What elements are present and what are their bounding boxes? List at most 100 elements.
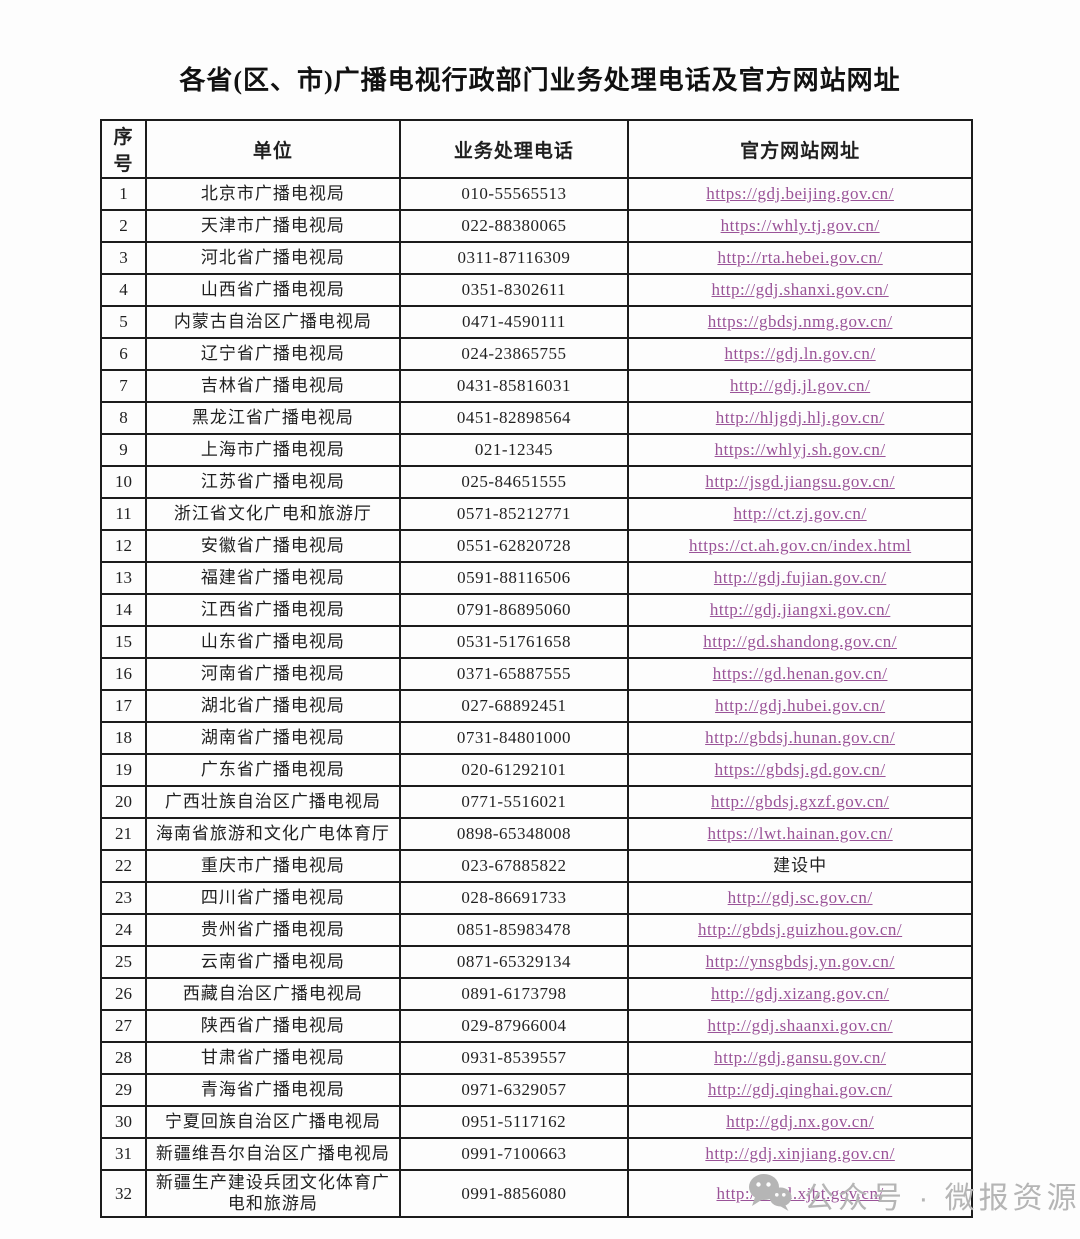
row-index: 18 bbox=[99, 721, 148, 755]
row-index: 32 bbox=[99, 1169, 148, 1218]
website-cell: https://gdj.beijing.gov.cn/ bbox=[627, 177, 973, 211]
row-index: 20 bbox=[99, 785, 148, 819]
row-index: 1 bbox=[99, 177, 148, 211]
website-cell: https://whly.tj.gov.cn/ bbox=[627, 209, 973, 243]
website-link[interactable]: http://gdj.jiangxi.gov.cn/ bbox=[709, 600, 891, 620]
website-link[interactable]: http://gbdsj.hunan.gov.cn/ bbox=[705, 728, 896, 748]
table-row: 1 北京市广播电视局 010-55565513 https://gdj.beijing… bbox=[99, 177, 973, 211]
website-cell: http://gbdsj.hunan.gov.cn/ bbox=[627, 721, 973, 755]
header-unit: 单位 bbox=[145, 119, 401, 179]
row-index: 4 bbox=[99, 273, 148, 307]
website-cell: http://gdj.qinghai.gov.cn/ bbox=[627, 1073, 973, 1107]
unit-name: 甘肃省广播电视局 bbox=[145, 1041, 401, 1075]
website-link[interactable]: http://gdj.sc.gov.cn/ bbox=[727, 888, 873, 908]
row-index: 27 bbox=[99, 1009, 148, 1043]
website-link[interactable]: http://gbdsj.gxzf.gov.cn/ bbox=[711, 792, 890, 812]
unit-name: 湖北省广播电视局 bbox=[145, 689, 401, 723]
website-link[interactable]: http://gbdsj.guizhou.gov.cn/ bbox=[698, 920, 903, 940]
row-index: 10 bbox=[99, 465, 148, 499]
business-phone: 0311-87116309 bbox=[398, 241, 630, 275]
website-link[interactable]: https://gbdsj.gd.gov.cn/ bbox=[714, 760, 886, 780]
website-link[interactable]: https://whlyj.sh.gov.cn/ bbox=[714, 440, 886, 460]
table-row: 11 浙江省文化广电和旅游厅 0571-85212771 http://ct.zj.g… bbox=[99, 497, 973, 531]
business-phone: 0951-5117162 bbox=[398, 1105, 630, 1139]
website-link[interactable]: http://gdj.shaanxi.gov.cn/ bbox=[707, 1016, 893, 1036]
website-cell: https://whlyj.sh.gov.cn/ bbox=[627, 433, 973, 467]
website-link[interactable]: http://gdj.hubei.gov.cn/ bbox=[715, 696, 886, 716]
table-row: 25 云南省广播电视局 0871-65329134 http://ynsgbdsj.y… bbox=[99, 945, 973, 979]
website-cell: http://gdj.fujian.gov.cn/ bbox=[627, 561, 973, 595]
website-link[interactable]: http://gdj.fujian.gov.cn/ bbox=[713, 568, 887, 588]
business-phone: 0851-85983478 bbox=[398, 913, 630, 947]
website-link[interactable]: http://wtgl.xjbt.gov.cn/ bbox=[716, 1183, 884, 1203]
website-cell: http://gdj.nx.gov.cn/ bbox=[627, 1105, 973, 1139]
unit-name: 青海省广播电视局 bbox=[145, 1073, 401, 1107]
business-phone: 0898-65348008 bbox=[398, 817, 630, 851]
unit-name: 西藏自治区广播电视局 bbox=[145, 977, 401, 1011]
website-link[interactable]: http://ynsgbdsj.yn.gov.cn/ bbox=[705, 952, 895, 972]
unit-name: 新疆生产建设兵团文化体育广电和旅游局 bbox=[145, 1169, 401, 1218]
table-row: 5 内蒙古自治区广播电视局 0471-4590111 https://gbdsj.nm… bbox=[99, 305, 973, 339]
website-link[interactable]: http://hljgdj.hlj.gov.cn/ bbox=[715, 408, 885, 428]
table-row: 12 安徽省广播电视局 0551-62820728 https://ct.ah.gov… bbox=[99, 529, 973, 563]
business-phone: 025-84651555 bbox=[398, 465, 630, 499]
website-link[interactable]: http://gdj.nx.gov.cn/ bbox=[726, 1112, 874, 1132]
website-link[interactable]: http://rta.hebei.gov.cn/ bbox=[717, 248, 883, 268]
business-phone: 028-86691733 bbox=[398, 881, 630, 915]
row-index: 11 bbox=[99, 497, 148, 531]
website-link[interactable]: http://gdj.gansu.gov.cn/ bbox=[714, 1048, 887, 1068]
business-phone: 027-68892451 bbox=[398, 689, 630, 723]
row-index: 28 bbox=[99, 1041, 148, 1075]
directory-table: 序号 单位 业务处理电话 官方网站网址 1 北京市广播电视局 010-5556551… bbox=[99, 119, 973, 1218]
row-index: 15 bbox=[99, 625, 148, 659]
table-row: 21 海南省旅游和文化广电体育厅 0898-65348008 https://lwt.… bbox=[99, 817, 973, 851]
website-link[interactable]: http://gd.shandong.gov.cn/ bbox=[703, 632, 897, 652]
website-cell: https://gbdsj.gd.gov.cn/ bbox=[627, 753, 973, 787]
website-cell: http://gdj.jiangxi.gov.cn/ bbox=[627, 593, 973, 627]
website-link[interactable]: http://gdj.xizang.gov.cn/ bbox=[711, 984, 890, 1004]
table-row: 29 青海省广播电视局 0971-6329057 http://gdj.qinghai… bbox=[99, 1073, 973, 1107]
row-index: 31 bbox=[99, 1137, 148, 1171]
business-phone: 0591-88116506 bbox=[398, 561, 630, 595]
unit-name: 贵州省广播电视局 bbox=[145, 913, 401, 947]
row-index: 7 bbox=[99, 369, 148, 403]
website-link[interactable]: http://jsgd.jiangsu.gov.cn/ bbox=[705, 472, 895, 492]
website-link[interactable]: http://gdj.jl.gov.cn/ bbox=[729, 376, 871, 396]
table-row: 27 陕西省广播电视局 029-87966004 http://gdj.shaanxi… bbox=[99, 1009, 973, 1043]
website-cell: http://gdj.gansu.gov.cn/ bbox=[627, 1041, 973, 1075]
unit-name: 河南省广播电视局 bbox=[145, 657, 401, 691]
unit-name: 宁夏回族自治区广播电视局 bbox=[145, 1105, 401, 1139]
table-row: 22 重庆市广播电视局 023-67885822 建设中 bbox=[99, 849, 973, 883]
website-link[interactable]: https://whly.tj.gov.cn/ bbox=[720, 216, 880, 236]
website-link[interactable]: https://ct.ah.gov.cn/index.html bbox=[689, 536, 912, 556]
website-cell: http://gbdsj.guizhou.gov.cn/ bbox=[627, 913, 973, 947]
website-cell: http://hljgdj.hlj.gov.cn/ bbox=[627, 401, 973, 435]
unit-name: 广西壮族自治区广播电视局 bbox=[145, 785, 401, 819]
business-phone: 029-87966004 bbox=[398, 1009, 630, 1043]
business-phone: 0571-85212771 bbox=[398, 497, 630, 531]
unit-name: 湖南省广播电视局 bbox=[145, 721, 401, 755]
website-link[interactable]: https://lwt.hainan.gov.cn/ bbox=[707, 824, 893, 844]
website-link[interactable]: https://gd.henan.gov.cn/ bbox=[712, 664, 888, 684]
website-cell: https://gd.henan.gov.cn/ bbox=[627, 657, 973, 691]
website-cell: https://gdj.ln.gov.cn/ bbox=[627, 337, 973, 371]
table-row: 4 山西省广播电视局 0351-8302611 http://gdj.shanxi.g… bbox=[99, 273, 973, 307]
table-row: 28 甘肃省广播电视局 0931-8539557 http://gdj.gansu.g… bbox=[99, 1041, 973, 1075]
website-link[interactable]: http://ct.zj.gov.cn/ bbox=[733, 504, 867, 524]
business-phone: 0451-82898564 bbox=[398, 401, 630, 435]
table-row: 16 河南省广播电视局 0371-65887555 https://gd.henan.… bbox=[99, 657, 973, 691]
website-link[interactable]: https://gdj.ln.gov.cn/ bbox=[724, 344, 876, 364]
unit-name: 重庆市广播电视局 bbox=[145, 849, 401, 883]
table-row: 32 新疆生产建设兵团文化体育广电和旅游局 0991-8856080 http://w… bbox=[99, 1169, 973, 1218]
unit-name: 天津市广播电视局 bbox=[145, 209, 401, 243]
website-cell: http://jsgd.jiangsu.gov.cn/ bbox=[627, 465, 973, 499]
table-row: 18 湖南省广播电视局 0731-84801000 http://gbdsj.huna… bbox=[99, 721, 973, 755]
website-link[interactable]: https://gbdsj.nmg.gov.cn/ bbox=[707, 312, 893, 332]
business-phone: 0791-86895060 bbox=[398, 593, 630, 627]
table-row: 14 江西省广播电视局 0791-86895060 http://gdj.jiangx… bbox=[99, 593, 973, 627]
website-link[interactable]: http://gdj.qinghai.gov.cn/ bbox=[707, 1080, 893, 1100]
website-link[interactable]: http://gdj.shanxi.gov.cn/ bbox=[711, 280, 889, 300]
website-link[interactable]: http://gdj.xinjiang.gov.cn/ bbox=[705, 1144, 895, 1164]
unit-name: 云南省广播电视局 bbox=[145, 945, 401, 979]
website-link[interactable]: https://gdj.beijing.gov.cn/ bbox=[706, 184, 894, 204]
